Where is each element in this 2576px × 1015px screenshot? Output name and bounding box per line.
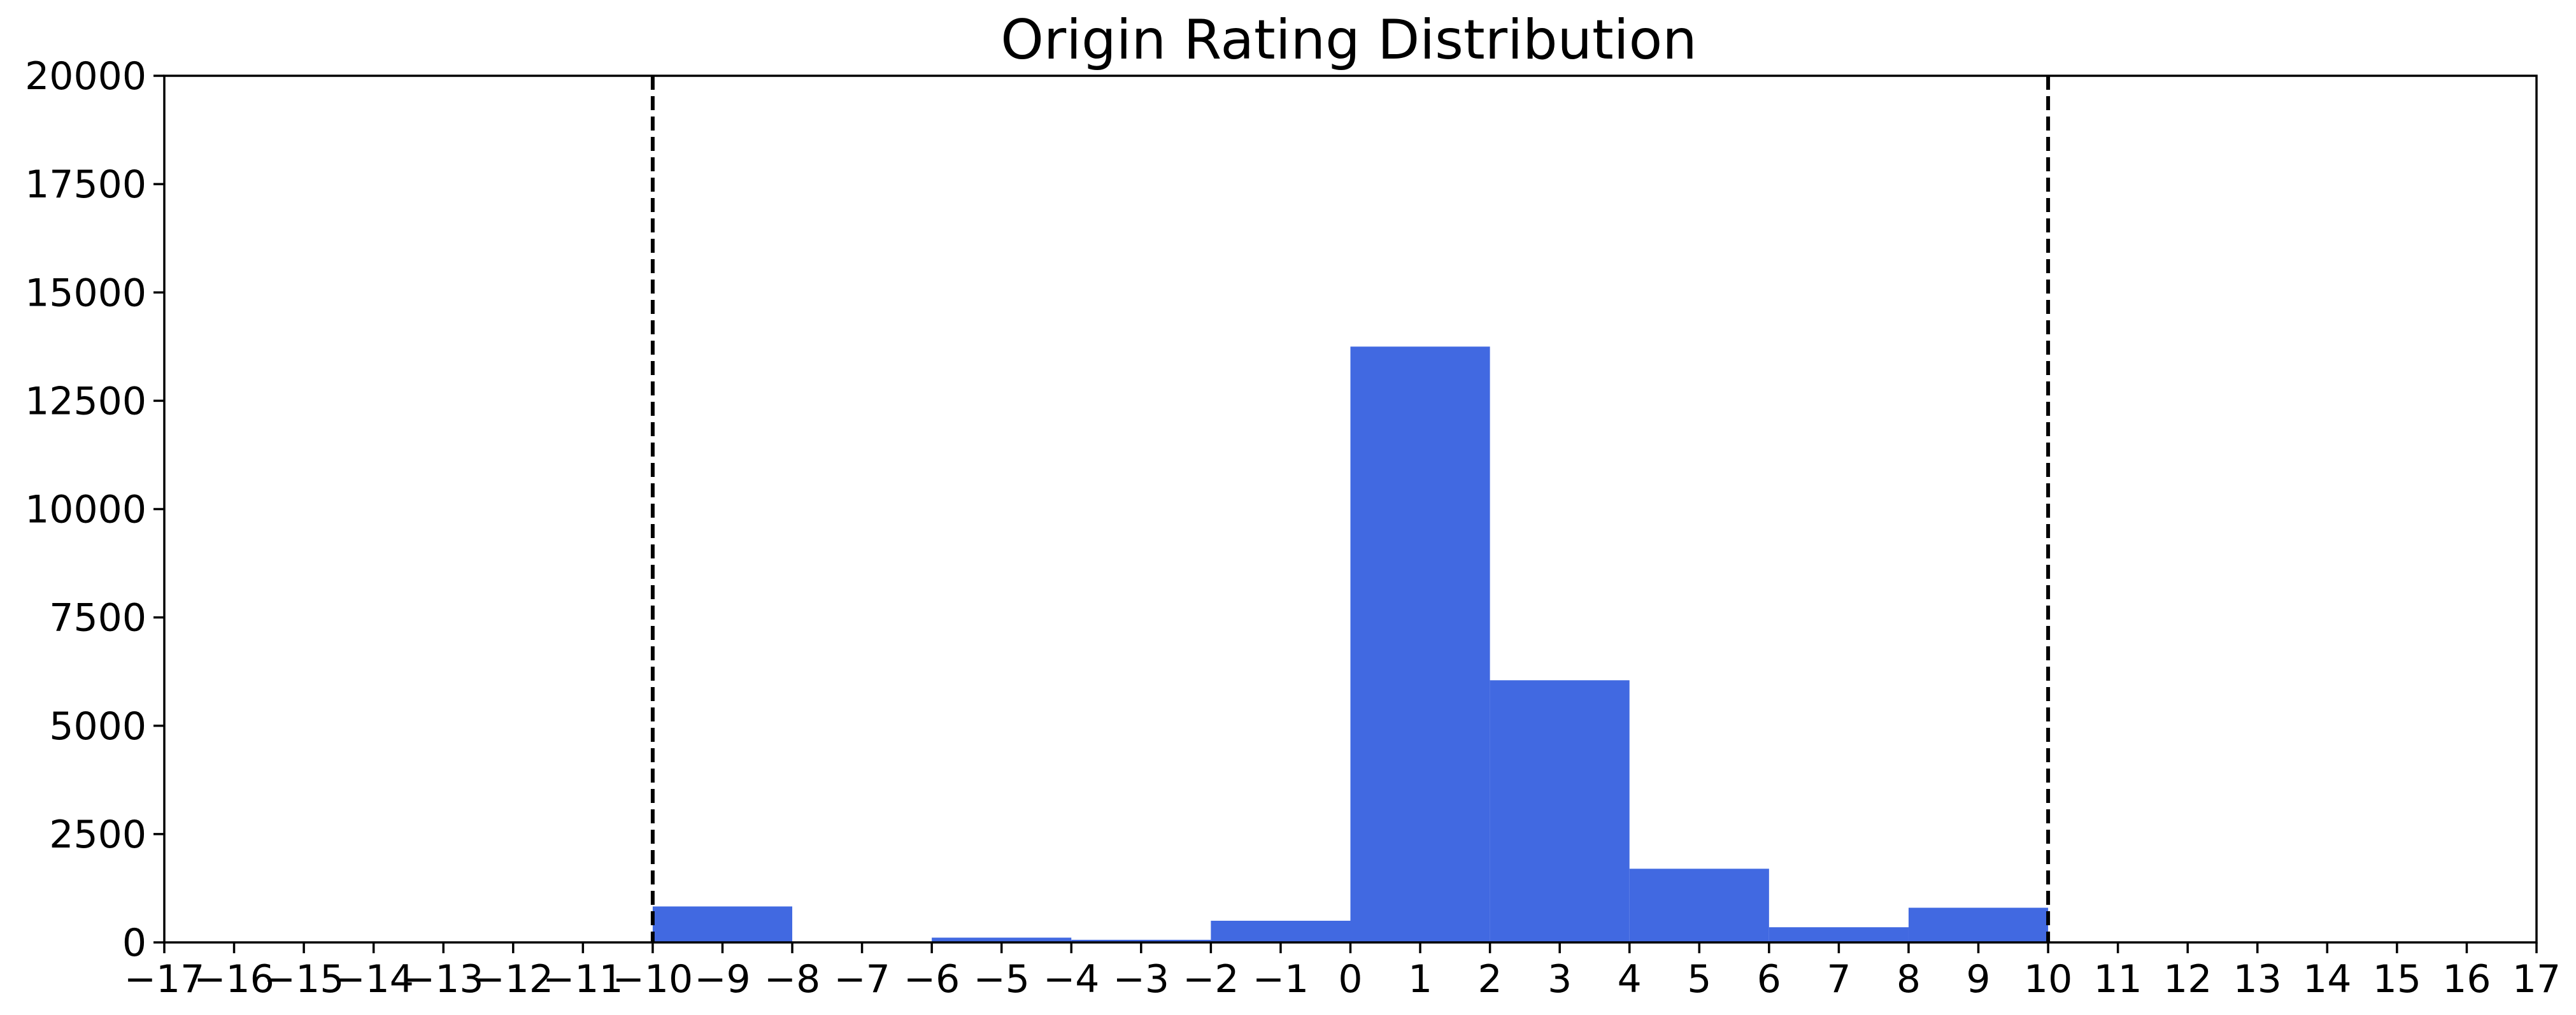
x-tick-label: 3 — [1548, 957, 1572, 1002]
y-tick-label: 2500 — [49, 813, 146, 857]
bar-6-to-8 — [1768, 927, 1909, 942]
bar--6-to--4 — [932, 937, 1072, 942]
x-tick-label: 9 — [1966, 957, 1990, 1002]
y-tick-label: 20000 — [25, 54, 146, 99]
bar-group — [652, 346, 2049, 942]
x-tick-label: −16 — [194, 957, 274, 1002]
y-tick-label: 10000 — [25, 488, 146, 532]
bar--2-to-0 — [1211, 920, 1351, 942]
x-tick-label: 0 — [1338, 957, 1362, 1002]
x-tick-label: −11 — [543, 957, 623, 1002]
x-tick-label: 7 — [1826, 957, 1851, 1002]
bar--4-to--2 — [1071, 939, 1211, 942]
y-tick-label: 7500 — [49, 596, 146, 641]
x-tick-label: 2 — [1478, 957, 1502, 1002]
bar-4-to-6 — [1629, 869, 1769, 942]
reference-line-group — [650, 76, 2051, 942]
y-tick-label: 12500 — [25, 379, 146, 423]
bar--10-to--8 — [652, 906, 793, 942]
x-tick-label: −6 — [904, 957, 960, 1002]
x-axis: −17−16−15−14−13−12−11−10 −9 −8 −7 −6 −5 −4 −3 −2… — [124, 942, 2561, 1002]
x-tick-label: 12 — [2163, 957, 2212, 1002]
x-tick-label: −10 — [613, 957, 694, 1002]
x-tick-label: −1 — [1253, 957, 1309, 1002]
x-tick-label: 4 — [1618, 957, 1642, 1002]
x-tick-label: −14 — [333, 957, 414, 1002]
bar-2-to-4 — [1490, 680, 1630, 942]
y-tick-label: 17500 — [25, 162, 146, 207]
bar-8-to-10 — [1908, 907, 2049, 942]
bar-0-to-2 — [1350, 346, 1490, 942]
x-tick-label: −17 — [124, 957, 205, 1002]
y-tick-label: 5000 — [49, 704, 146, 749]
x-tick-label: 15 — [2373, 957, 2421, 1002]
y-tick-label: 0 — [122, 921, 146, 965]
x-tick-label: −5 — [973, 957, 1029, 1002]
x-tick-label: −7 — [834, 957, 890, 1002]
x-tick-label: −8 — [764, 957, 820, 1002]
y-tick-label: 15000 — [25, 271, 146, 315]
x-tick-label: 13 — [2233, 957, 2282, 1002]
x-tick-label: 6 — [1757, 957, 1781, 1002]
x-tick-label: −4 — [1043, 957, 1099, 1002]
x-tick-label: 17 — [2512, 957, 2561, 1002]
x-tick-label: 8 — [1896, 957, 1921, 1002]
x-tick-label: −13 — [403, 957, 484, 1002]
x-tick-label: 10 — [2024, 957, 2072, 1002]
x-tick-label: −15 — [264, 957, 345, 1002]
x-tick-label: −3 — [1113, 957, 1169, 1002]
y-axis: 0 2500 5000 7500 10000 12500 15000 17500 20000 — [25, 54, 164, 965]
x-tick-label: −2 — [1183, 957, 1239, 1002]
chart-title: Origin Rating Distribution — [1000, 8, 1697, 72]
x-tick-label: −9 — [694, 957, 750, 1002]
x-tick-label: 14 — [2303, 957, 2351, 1002]
x-tick-label: 16 — [2442, 957, 2491, 1002]
x-tick-label: 5 — [1687, 957, 1711, 1002]
x-tick-label: 1 — [1408, 957, 1432, 1002]
x-tick-label: −12 — [473, 957, 553, 1002]
x-tick-label: 11 — [2093, 957, 2142, 1002]
